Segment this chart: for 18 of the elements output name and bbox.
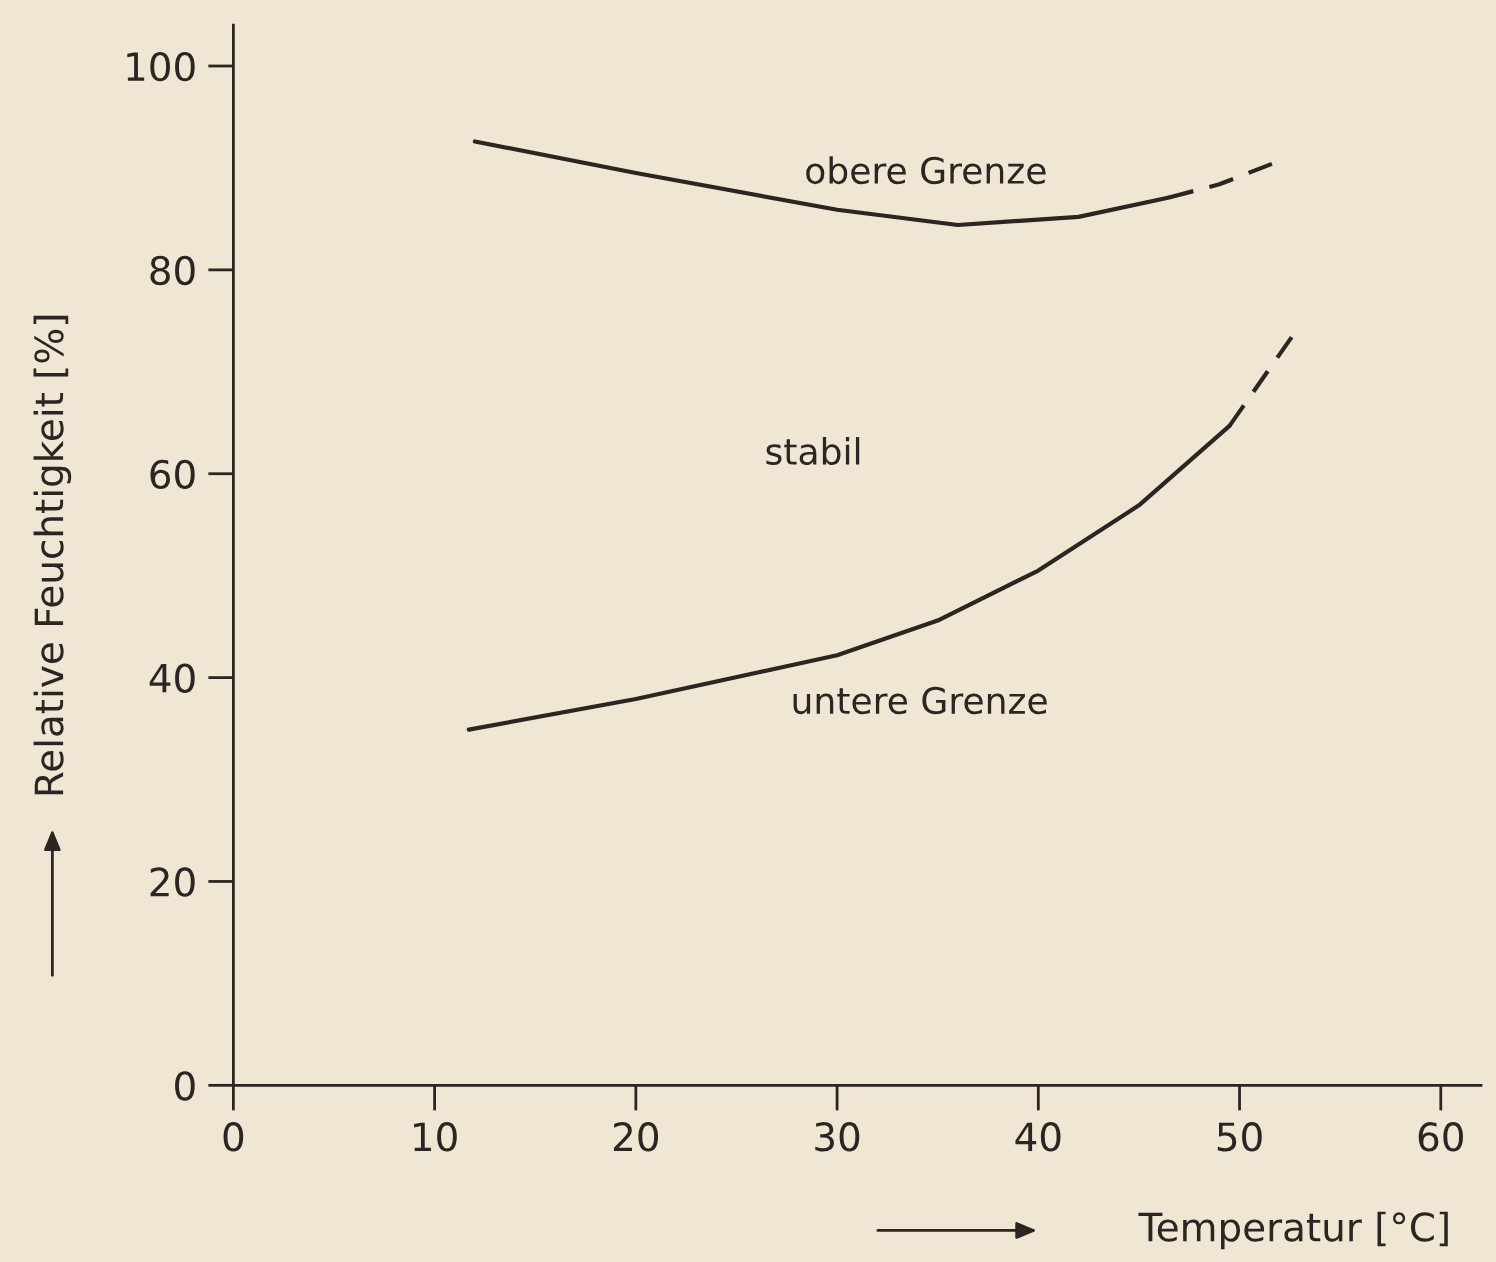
x-tick-label: 20 xyxy=(613,1122,659,1152)
y-tick-label: 20 xyxy=(150,867,195,897)
x-tick-label: 30 xyxy=(815,1122,860,1152)
x-tick-label: 0 xyxy=(223,1122,244,1152)
y-tick-label: 60 xyxy=(150,459,195,490)
y-tick-label: 0 xyxy=(175,1071,195,1101)
annotation: obere Grenze xyxy=(806,156,1046,185)
y-tick-label: 100 xyxy=(127,51,195,82)
x-tick-label: 60 xyxy=(1418,1122,1463,1152)
y-axis-title: Relative Feuchtigkeit [%] xyxy=(33,315,72,795)
x-tick-label: 10 xyxy=(414,1122,457,1152)
y-tick-label: 80 xyxy=(150,255,195,286)
x-tick-label: 50 xyxy=(1217,1122,1262,1152)
x-axis-title: Temperatur [°C] xyxy=(1138,1211,1448,1250)
annotation: stabil xyxy=(766,437,860,466)
x-tick-label: 40 xyxy=(1015,1122,1061,1152)
y-tick-label: 40 xyxy=(149,663,195,693)
annotation: untere Grenze xyxy=(793,686,1047,715)
